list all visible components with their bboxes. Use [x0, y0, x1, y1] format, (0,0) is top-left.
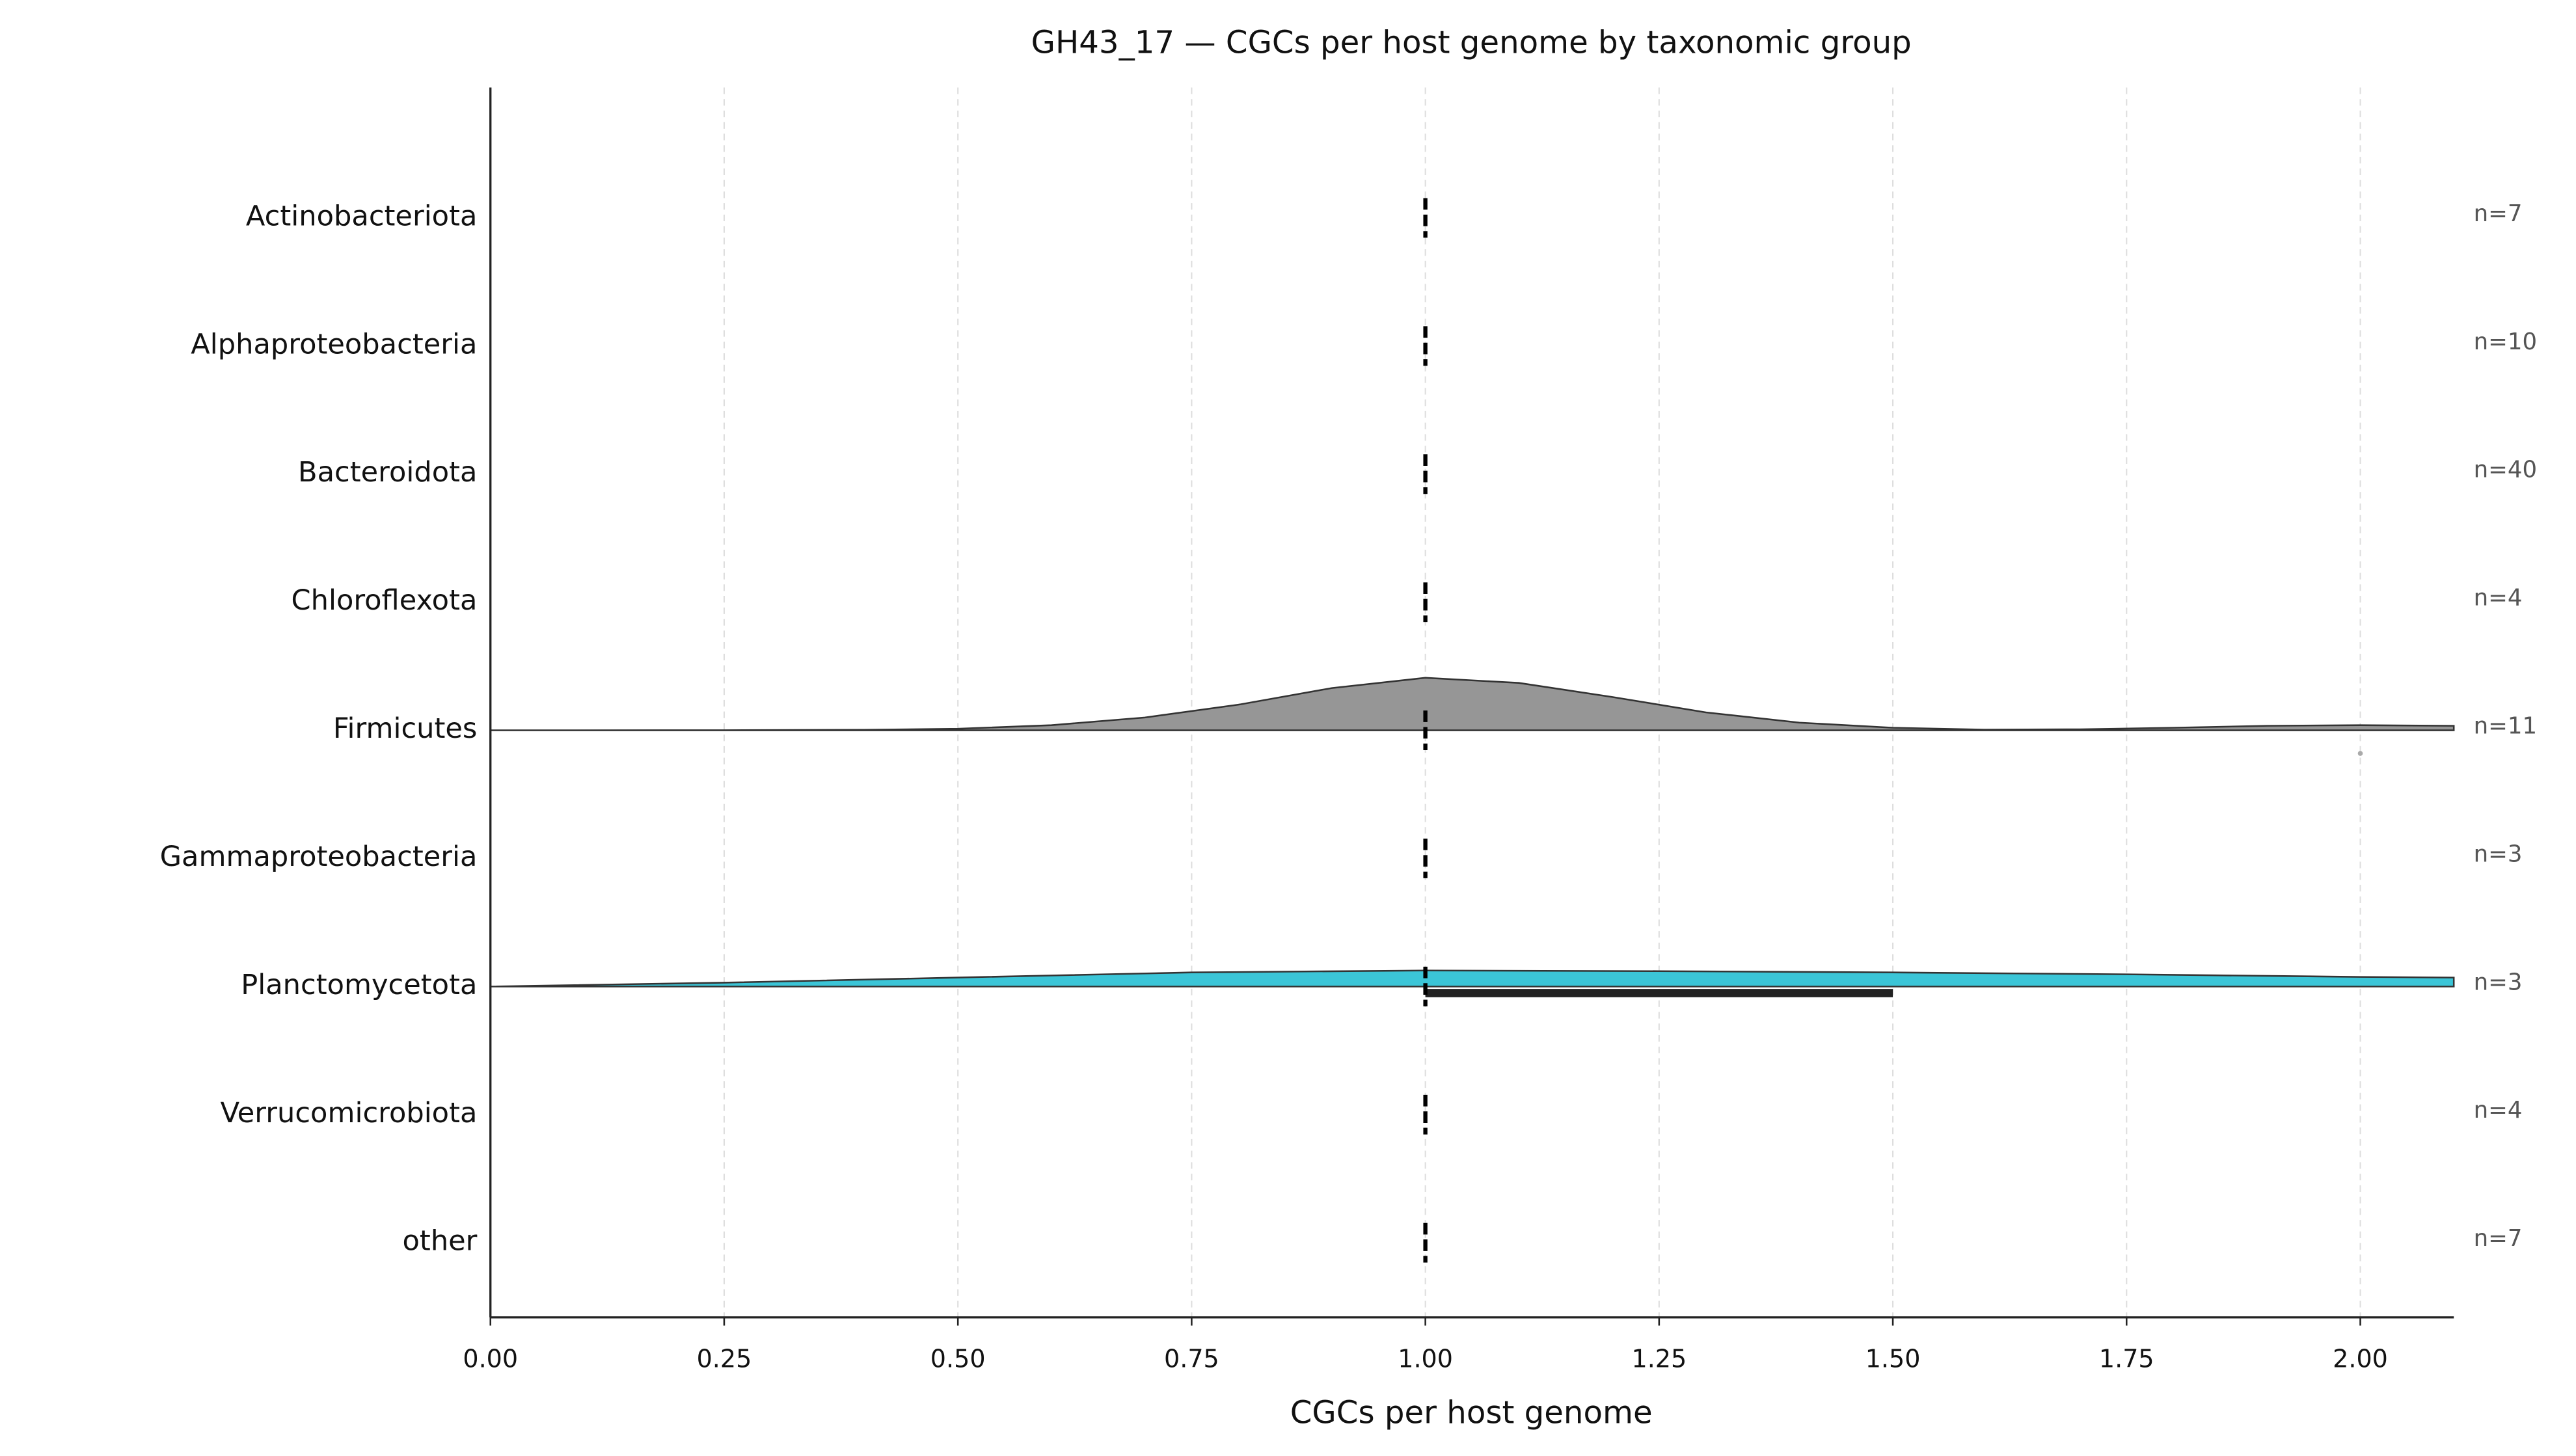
category-label: Gammaproteobacteria — [160, 841, 478, 873]
density-area — [490, 969, 2455, 988]
category-label: Actinobacteriota — [246, 200, 477, 232]
x-axis-label: CGCs per host genome — [1290, 1395, 1653, 1431]
n-label: n=7 — [2474, 1225, 2523, 1252]
x-tick-label: 2.00 — [2333, 1344, 2388, 1373]
n-label: n=40 — [2474, 457, 2537, 483]
n-label: n=7 — [2474, 200, 2523, 227]
n-label: n=11 — [2474, 712, 2537, 739]
x-tick-label: 0.75 — [1164, 1344, 1219, 1373]
n-label: n=4 — [2474, 585, 2523, 612]
density-area — [490, 677, 2455, 731]
category-label: Planctomycetota — [241, 969, 477, 1001]
category-label: Bacteroidota — [298, 456, 477, 489]
x-tick-label: 1.00 — [1398, 1344, 1453, 1373]
n-label: n=4 — [2474, 1097, 2523, 1124]
n-label: n=3 — [2474, 969, 2523, 995]
n-label: n=3 — [2474, 841, 2523, 867]
category-label: Verrucomicrobiota — [221, 1097, 478, 1129]
category-label: Firmicutes — [333, 712, 478, 745]
category-label: Chloroflexota — [291, 584, 478, 617]
chart-title: GH43_17 — CGCs per host genome by taxono… — [1031, 25, 1912, 61]
x-tick-label: 1.25 — [1631, 1344, 1687, 1373]
outlier — [2357, 751, 2363, 756]
x-tick-label: 0.50 — [930, 1344, 986, 1373]
category-label: other — [403, 1225, 478, 1258]
x-tick-label: 0.25 — [697, 1344, 752, 1373]
x-tick-label: 1.75 — [2099, 1344, 2154, 1373]
category-label: Alphaproteobacteria — [191, 328, 477, 360]
n-label: n=10 — [2474, 329, 2537, 355]
x-tick-label: 1.50 — [1865, 1344, 1921, 1373]
x-tick-label: 0.00 — [463, 1344, 518, 1373]
